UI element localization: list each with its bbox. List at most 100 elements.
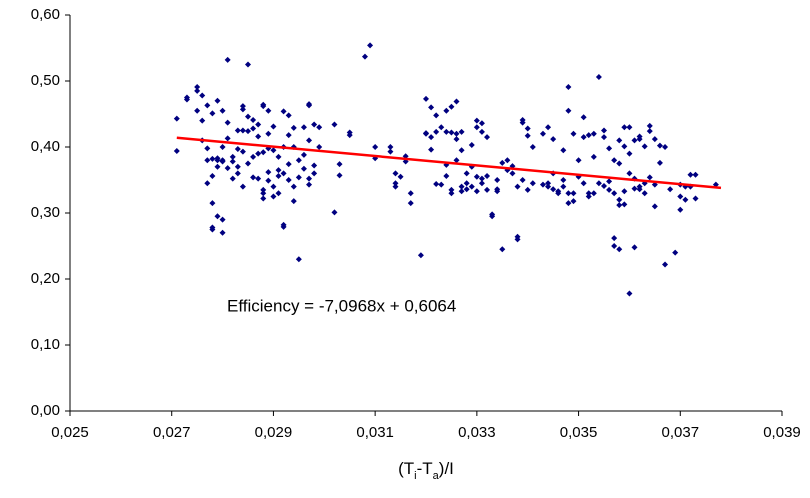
data-point [260, 101, 267, 108]
data-point [529, 144, 536, 150]
data-point [651, 136, 658, 143]
data-point [656, 159, 663, 166]
data-point [346, 132, 353, 139]
data-point [423, 95, 429, 102]
data-point [514, 183, 521, 190]
data-point [463, 186, 470, 193]
data-point [199, 117, 206, 124]
data-point [565, 190, 572, 197]
data-point [662, 144, 669, 150]
data-point [585, 190, 592, 197]
data-point [458, 147, 465, 154]
data-point [270, 193, 277, 200]
data-point [280, 223, 287, 230]
data-point [453, 136, 460, 143]
data-point [621, 188, 628, 195]
data-point [611, 235, 618, 242]
data-point [245, 61, 251, 68]
data-point [295, 157, 302, 164]
data-point [580, 180, 587, 187]
y-tick-label: 0,30 [31, 204, 60, 221]
data-point [234, 145, 241, 152]
data-point [428, 104, 435, 111]
data-point [631, 244, 638, 251]
data-point [606, 186, 613, 193]
y-tick-label: 0,50 [31, 72, 60, 89]
data-point [478, 128, 485, 135]
data-point [229, 153, 236, 160]
data-point [387, 148, 394, 155]
data-point [183, 94, 190, 101]
data-point [529, 180, 536, 187]
data-point [631, 185, 638, 192]
data-point [306, 137, 313, 144]
data-point [173, 115, 180, 122]
data-point [204, 180, 211, 187]
data-point [606, 178, 613, 185]
data-point [545, 183, 552, 190]
data-point [448, 190, 455, 197]
x-tick-label: 0,037 [662, 424, 700, 441]
data-point [473, 124, 480, 131]
data-point [275, 167, 282, 174]
data-point [504, 157, 511, 164]
data-point [443, 128, 450, 135]
data-point [204, 102, 211, 109]
data-point [667, 186, 674, 193]
x-axis-title-subscript: i [414, 470, 416, 482]
data-point [392, 183, 399, 190]
x-tick-label: 0,027 [153, 424, 191, 441]
data-point [392, 180, 399, 187]
data-point [621, 201, 628, 208]
data-point [539, 130, 546, 137]
data-point [509, 170, 516, 177]
data-point [611, 243, 618, 249]
data-point [443, 107, 450, 114]
x-axis-title-part: )/I [439, 459, 454, 478]
data-point [585, 132, 592, 139]
data-point [616, 160, 623, 167]
data-point [209, 173, 216, 180]
data-point [519, 119, 526, 126]
data-point [631, 137, 638, 144]
data-point [239, 106, 246, 113]
data-point [239, 127, 246, 134]
data-point [616, 246, 623, 253]
data-point [570, 130, 577, 137]
data-point [280, 108, 287, 115]
data-point [265, 177, 272, 184]
data-point [585, 193, 592, 200]
data-point [580, 134, 587, 141]
data-point [484, 173, 491, 180]
data-point [250, 153, 257, 160]
data-point [672, 249, 679, 256]
data-point [499, 246, 506, 253]
y-tick-label: 0,10 [31, 336, 60, 353]
data-point [255, 133, 262, 140]
data-point [311, 170, 318, 177]
data-point [173, 147, 180, 154]
data-point [524, 186, 531, 193]
data-point [219, 229, 226, 236]
data-point [626, 150, 633, 157]
data-point [316, 124, 323, 131]
data-point [621, 124, 628, 131]
data-point [367, 42, 374, 49]
data-point [606, 145, 613, 152]
data-point [565, 83, 572, 90]
data-point [306, 101, 313, 108]
data-point [306, 181, 313, 188]
data-point [275, 173, 282, 180]
data-point [361, 53, 368, 60]
data-point [651, 203, 658, 210]
data-point [677, 206, 684, 213]
data-point [397, 173, 404, 180]
data-point [636, 186, 643, 193]
data-point [687, 171, 694, 178]
data-point [601, 182, 607, 189]
x-tick-label: 0,033 [458, 424, 496, 441]
data-point [662, 261, 669, 268]
data-point [626, 170, 633, 177]
data-point [219, 144, 226, 150]
data-point [245, 128, 251, 135]
